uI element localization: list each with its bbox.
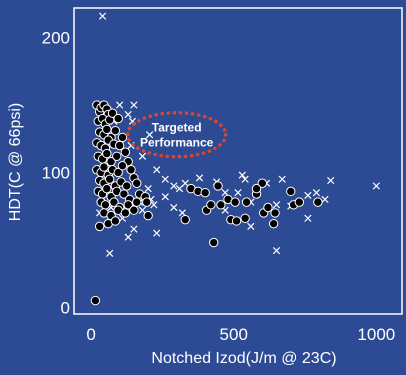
x-tick-label: 1000 [357, 325, 395, 344]
data-point-circle [126, 165, 136, 175]
data-point-cross [98, 12, 107, 20]
data-point-cross [278, 175, 286, 183]
data-point-circle [129, 205, 139, 215]
data-point-circle [114, 140, 125, 151]
data-point-circle [142, 197, 152, 207]
y-tick-label: 200 [42, 29, 70, 48]
targeted-performance-annotation: Targeted Performance [125, 110, 228, 159]
data-point-cross [327, 176, 335, 185]
data-point-circle [231, 216, 242, 226]
x-axis-label: Notched Izod(J/m @ 23C) [151, 350, 336, 367]
annotation-text-line-1: Targeted [152, 121, 202, 135]
data-point-cross [144, 185, 152, 193]
data-point-circle [120, 208, 131, 218]
data-point-circle [241, 197, 252, 207]
data-point-circle [286, 186, 296, 197]
data-point-cross [241, 175, 249, 183]
data-point-circle [119, 189, 129, 199]
data-point-cross [181, 179, 189, 187]
data-point-circle [102, 148, 112, 159]
data-point-circle [110, 125, 121, 136]
data-point-circle [107, 108, 118, 118]
data-point-circle [112, 151, 122, 161]
data-point-cross [130, 225, 138, 233]
data-point-cross [116, 101, 124, 109]
x-axis-tick-labels: 0 500 1000 [86, 325, 395, 344]
data-point-circle [117, 132, 128, 143]
targeted-performance-ellipse [125, 110, 228, 159]
data-point-circle [270, 208, 280, 218]
data-point-cross [138, 152, 147, 160]
data-point-circle [113, 113, 123, 124]
data-point-cross [238, 171, 246, 179]
data-point-circle [99, 162, 109, 172]
data-point-circle [180, 214, 190, 225]
data-point-circle [102, 183, 112, 194]
data-point-cross [304, 191, 312, 199]
x-tick-label: 500 [220, 325, 248, 344]
data-point-cross [312, 189, 321, 197]
data-point-cross [124, 233, 132, 241]
x-tick-label: 0 [86, 325, 95, 344]
data-point-circle [117, 161, 128, 171]
data-point-circle [206, 200, 216, 210]
data-point-circle [216, 200, 226, 210]
data-point-cross [247, 222, 255, 231]
annotation-text-line-2: Performance [140, 136, 214, 150]
data-point-circle [240, 213, 250, 223]
data-point-cross [234, 189, 242, 197]
data-point-circle [90, 295, 101, 306]
y-axis-tick-labels: 0 100 200 [42, 29, 70, 318]
data-point-circle [122, 181, 132, 191]
data-point-cross [153, 166, 161, 174]
data-points-layer [90, 12, 380, 306]
y-tick-label: 100 [42, 163, 70, 182]
data-point-cross [145, 131, 154, 139]
data-point-circle [109, 197, 119, 207]
data-point-circle [132, 197, 142, 207]
data-point-circle [120, 147, 131, 157]
data-point-cross [372, 182, 380, 190]
data-point-circle [102, 124, 112, 135]
data-point-cross [161, 193, 169, 201]
data-point-cross [195, 174, 204, 182]
data-point-cross [175, 185, 184, 193]
data-point-cross [153, 229, 161, 237]
data-point-circle [143, 210, 153, 221]
data-point-circle [113, 167, 123, 178]
data-point-circle [100, 200, 111, 210]
data-point-cross [150, 201, 158, 209]
data-point-cross [106, 249, 114, 257]
data-point-cross [170, 203, 178, 212]
data-point-cross [272, 201, 281, 209]
data-point-circle [110, 216, 121, 226]
data-point-circle [251, 183, 262, 194]
data-point-cross [321, 195, 329, 204]
data-point-circle [104, 174, 115, 184]
data-point-cross [124, 110, 132, 119]
data-point-circle [294, 197, 305, 207]
data-point-circle [230, 197, 240, 207]
data-point-cross [161, 175, 169, 183]
data-point-cross [304, 214, 312, 222]
data-point-cross [170, 182, 178, 190]
data-point-circle [132, 178, 142, 188]
data-point-circle [263, 202, 273, 213]
data-point-cross [138, 206, 147, 214]
data-point-cross [272, 247, 281, 255]
data-point-circle [313, 197, 323, 207]
data-point-cross [130, 101, 138, 109]
y-axis-label: HDT(C @ 66psi) [7, 103, 24, 221]
y-tick-label: 0 [61, 298, 70, 317]
plot-area-frame [73, 7, 403, 315]
data-point-circle [257, 178, 267, 188]
data-point-circle [200, 187, 210, 198]
data-point-circle [213, 181, 223, 191]
data-point-circle [94, 221, 105, 232]
data-point-circle [268, 218, 279, 229]
data-point-circle [209, 237, 219, 248]
data-point-circle [123, 200, 133, 210]
